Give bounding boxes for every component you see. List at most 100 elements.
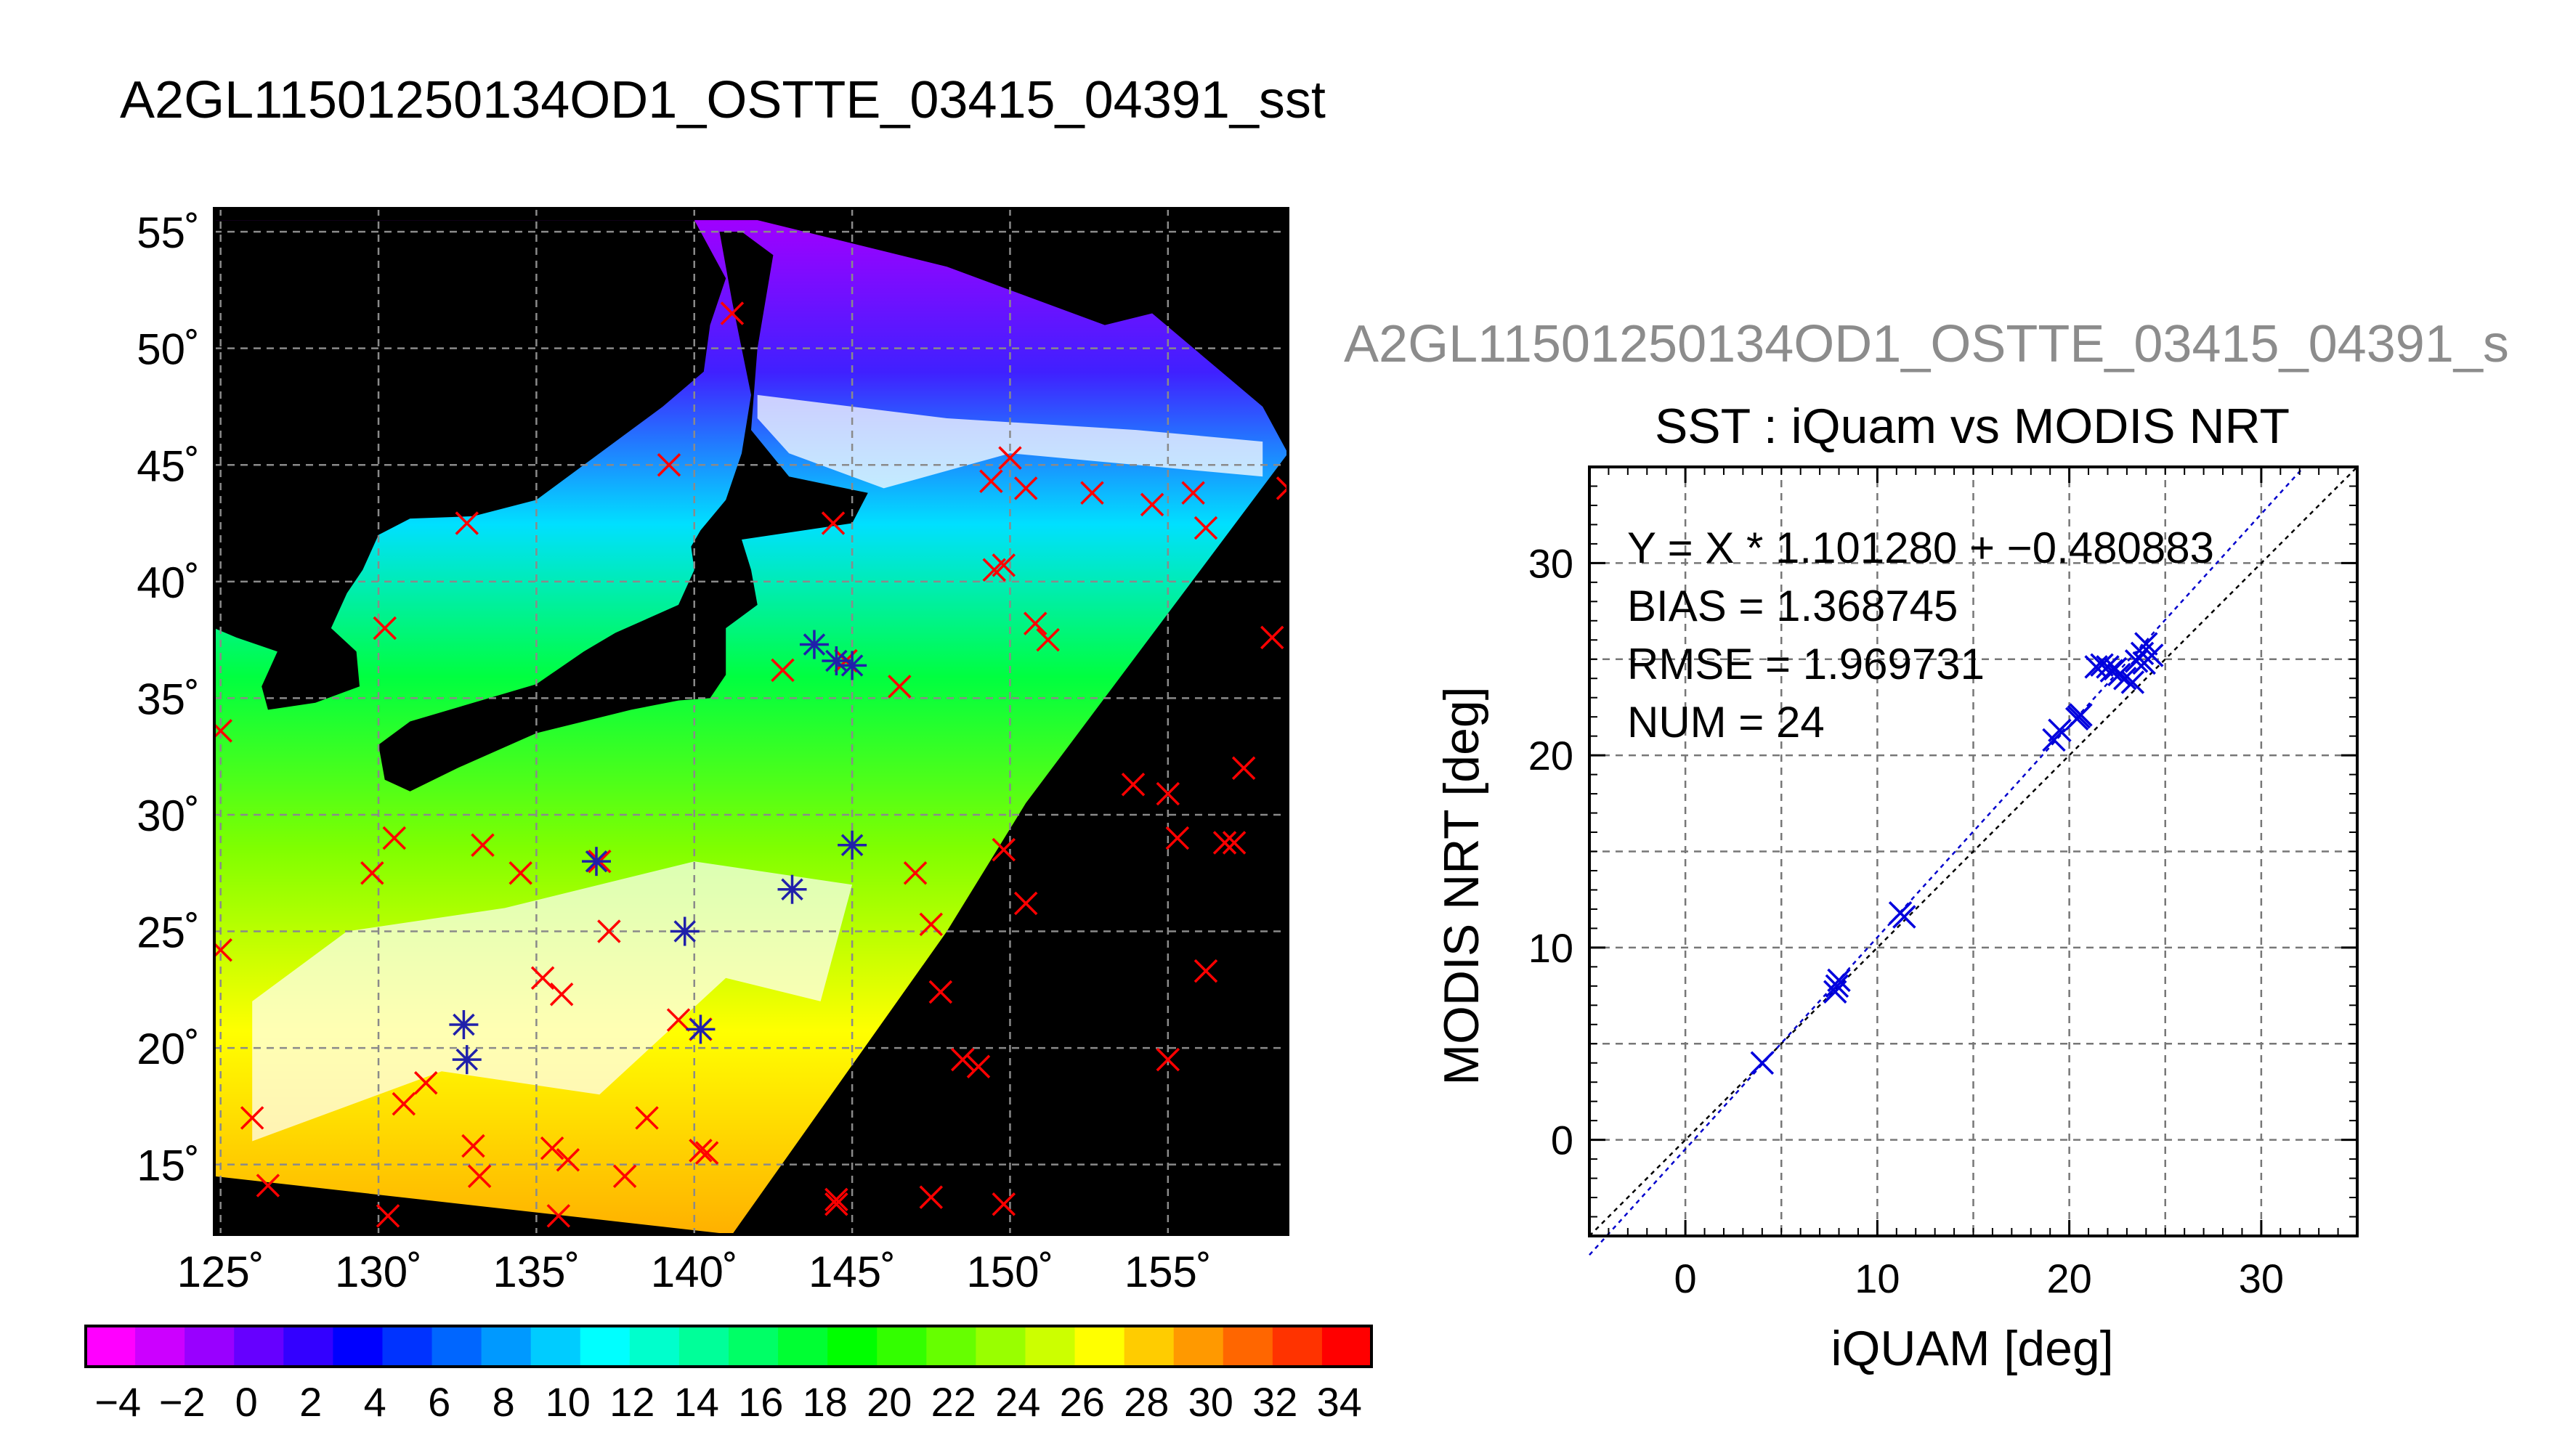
map-red-x-marker xyxy=(540,1136,564,1160)
scatter-point xyxy=(2048,718,2072,742)
colorbar-tick-label: 22 xyxy=(931,1379,976,1425)
colorbar-tick-label: 18 xyxy=(803,1379,848,1425)
map-red-x-marker xyxy=(546,1204,571,1228)
map-gridlines xyxy=(214,208,1288,1235)
map-red-x-marker xyxy=(919,912,944,937)
colorbar-tick-label: 4 xyxy=(364,1379,386,1425)
map-red-x-marker xyxy=(919,1185,944,1209)
colorbar-segment xyxy=(629,1326,680,1367)
colorbar-segment xyxy=(877,1326,927,1367)
sst-colorbar: −4 −2 0 2 4 6 8 10 12 14 16 18 20 22 24 26 28 30 32 34 xyxy=(84,1325,1373,1425)
map-red-x-marker xyxy=(998,446,1022,470)
map-red-x-marker xyxy=(1165,826,1190,850)
scatter-annotation: Y = X * 1.101280 + −0.480883 xyxy=(1627,524,2214,572)
map-red-x-marker xyxy=(888,675,912,699)
map-lon-tick-label: 140˚ xyxy=(651,1248,738,1296)
map-blue-star-marker xyxy=(686,1014,716,1044)
map-blue-star-marker xyxy=(449,1009,479,1039)
map-lon-tick-label: 130˚ xyxy=(335,1248,422,1296)
map-red-x-marker xyxy=(256,1174,280,1197)
colorbar-segment xyxy=(926,1326,976,1367)
map-red-x-marker xyxy=(471,833,495,857)
map-red-x-marker xyxy=(992,1192,1016,1216)
map-red-x-marker xyxy=(461,1134,485,1158)
scatter-point xyxy=(1825,974,1849,999)
map-red-x-marker xyxy=(455,511,479,535)
regression-line xyxy=(1589,466,2305,1256)
map-lat-tick-label: 45˚ xyxy=(137,442,200,490)
map-red-x-marker xyxy=(1140,492,1164,517)
map-red-x-marker xyxy=(1194,959,1218,983)
colorbar-segment xyxy=(1074,1326,1125,1367)
scatter-gridlines xyxy=(1589,467,2357,1236)
map-lat-tick-label: 55˚ xyxy=(137,208,200,257)
map-red-x-marker xyxy=(392,1091,416,1116)
map-lat-tick-label: 25˚ xyxy=(137,908,200,957)
scatter-point xyxy=(2120,670,2145,694)
scatter-annotation: NUM = 24 xyxy=(1627,698,1825,747)
map-red-x-marker xyxy=(824,1187,848,1212)
land-japan xyxy=(378,232,868,792)
colorbar-segment xyxy=(234,1326,284,1367)
map-red-x-marker xyxy=(1121,772,1146,797)
map-lat-tick-label: 15˚ xyxy=(137,1142,200,1190)
colorbar-segment xyxy=(827,1326,878,1367)
x-tick-label: 0 xyxy=(1674,1256,1697,1301)
scatter-plot: A2GL11501250134OD1_OSTTE_03415_04391_s S… xyxy=(1344,315,2509,1376)
colorbar-tick-label: 16 xyxy=(738,1379,783,1425)
map-lat-tick-label: 30˚ xyxy=(137,792,200,840)
colorbar-tick-label: 0 xyxy=(235,1379,258,1425)
y-tick-label: 10 xyxy=(1528,925,1573,971)
map-lon-tick-label: 145˚ xyxy=(809,1248,896,1296)
map-red-x-marker xyxy=(1222,831,1247,855)
map-red-x-marker xyxy=(951,1047,975,1072)
scatter-tick-labels: 0 10 20 30 0 10 20 30 xyxy=(1528,466,2358,1301)
colorbar-tick-label: 32 xyxy=(1252,1379,1297,1425)
map-red-x-marker xyxy=(612,1164,637,1188)
colorbar-segment xyxy=(135,1326,185,1367)
map-red-x-marker xyxy=(467,1164,492,1188)
scatter-point xyxy=(2067,704,2091,729)
colorbar-tick-label: 26 xyxy=(1060,1379,1105,1425)
scatter-point xyxy=(2107,662,2131,687)
colorbar-segment xyxy=(283,1326,333,1367)
scatter-annotation: RMSE = 1.969731 xyxy=(1627,640,1985,688)
colorbar-tick-label: 14 xyxy=(674,1379,719,1425)
map-blue-star-marker xyxy=(581,847,611,877)
map-red-x-marker xyxy=(508,861,532,885)
map-red-x-marker xyxy=(771,658,795,683)
map-red-x-marker xyxy=(979,469,1003,493)
map-blue-star-marker xyxy=(452,1045,482,1075)
colorbar-tick-label: 28 xyxy=(1124,1379,1169,1425)
scatter-annotation: BIAS = 1.368745 xyxy=(1627,582,1958,630)
map-red-x-marker xyxy=(1013,476,1038,500)
map-red-x-marker xyxy=(1156,1047,1180,1072)
map-blue-star-marker xyxy=(777,874,807,904)
map-red-x-marker xyxy=(382,826,407,850)
scatter-point xyxy=(2103,656,2128,681)
map-blue-star-marker xyxy=(799,630,829,659)
map-match-markers xyxy=(214,301,1288,1228)
map-red-x-marker xyxy=(657,453,681,477)
scatter-point xyxy=(2134,632,2158,656)
map-lat-tick-label: 35˚ xyxy=(137,675,200,723)
scatter-annotations: Y = X * 1.101280 + −0.480883 BIAS = 1.368… xyxy=(1627,524,2214,747)
map-red-x-marker xyxy=(1023,611,1047,635)
colorbar-segment xyxy=(333,1326,384,1367)
colorbar-tick-label: 34 xyxy=(1317,1379,1362,1425)
colorbar-segment xyxy=(976,1326,1026,1367)
map-red-x-marker xyxy=(376,1204,400,1228)
map-lon-tick-label: 155˚ xyxy=(1124,1248,1212,1296)
x-tick-label: 30 xyxy=(2239,1256,2284,1301)
x-axis-label: iQUAM [deg] xyxy=(1831,1321,2113,1376)
map-red-x-marker xyxy=(1181,481,1205,505)
colorbar-tick-label: 8 xyxy=(493,1379,515,1425)
colorbar-segment xyxy=(1124,1326,1175,1367)
colorbar-tick-label: 12 xyxy=(609,1379,655,1425)
map-lon-tick-label: 125˚ xyxy=(177,1248,264,1296)
scatter-point xyxy=(1750,1051,1775,1075)
x-tick-label: 10 xyxy=(1855,1256,1900,1301)
map-red-x-marker xyxy=(992,837,1016,862)
colorbar-segment xyxy=(1223,1326,1273,1367)
